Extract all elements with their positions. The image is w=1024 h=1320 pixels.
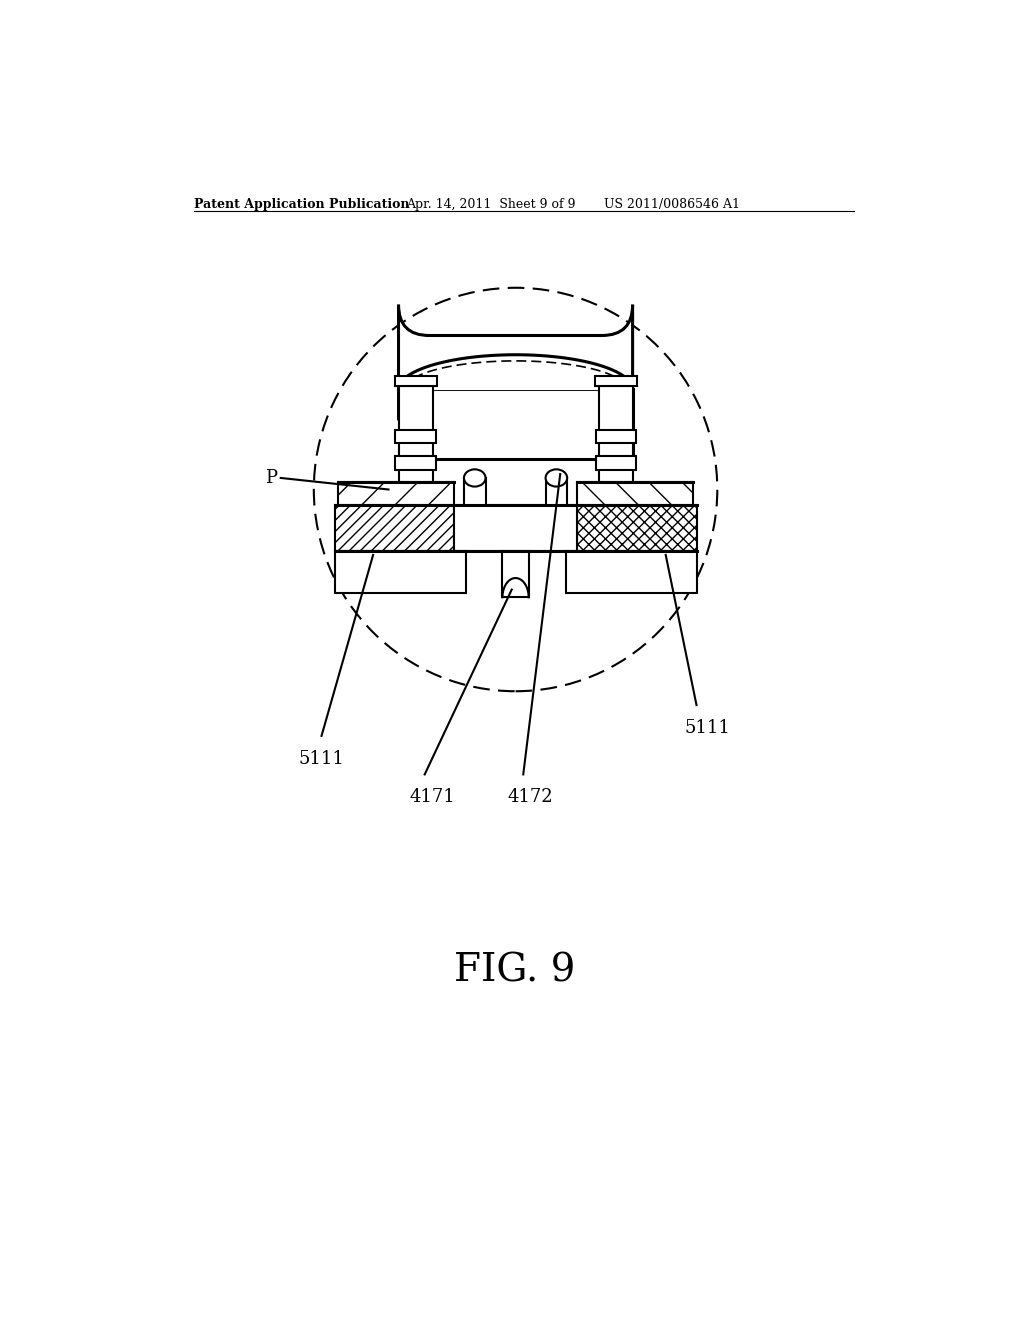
Bar xyxy=(578,506,696,552)
Bar xyxy=(578,482,692,506)
Text: 4172: 4172 xyxy=(508,788,554,807)
Bar xyxy=(395,457,436,470)
Bar xyxy=(595,376,637,385)
Text: US 2011/0086546 A1: US 2011/0086546 A1 xyxy=(604,198,740,211)
Text: 5111: 5111 xyxy=(298,750,344,768)
Bar xyxy=(335,552,466,594)
Bar xyxy=(395,430,436,442)
Text: 4171: 4171 xyxy=(410,788,455,807)
Bar xyxy=(394,376,437,385)
Bar xyxy=(398,385,433,482)
Bar xyxy=(464,478,485,506)
Ellipse shape xyxy=(546,470,567,487)
Polygon shape xyxy=(503,578,528,598)
Bar xyxy=(398,389,633,459)
Bar xyxy=(339,482,454,506)
Bar xyxy=(596,430,637,442)
Bar xyxy=(454,506,578,552)
Bar xyxy=(546,478,567,506)
Text: P: P xyxy=(265,469,276,487)
Bar xyxy=(599,385,634,482)
Bar xyxy=(596,457,637,470)
FancyBboxPatch shape xyxy=(398,305,633,420)
Ellipse shape xyxy=(464,470,485,487)
Bar xyxy=(503,552,529,598)
Polygon shape xyxy=(398,355,633,389)
Text: Patent Application Publication: Patent Application Publication xyxy=(194,198,410,211)
Bar xyxy=(335,506,454,552)
Text: Apr. 14, 2011  Sheet 9 of 9: Apr. 14, 2011 Sheet 9 of 9 xyxy=(407,198,575,211)
Text: FIG. 9: FIG. 9 xyxy=(454,952,575,989)
Bar xyxy=(565,552,696,594)
Text: 5111: 5111 xyxy=(685,719,731,737)
